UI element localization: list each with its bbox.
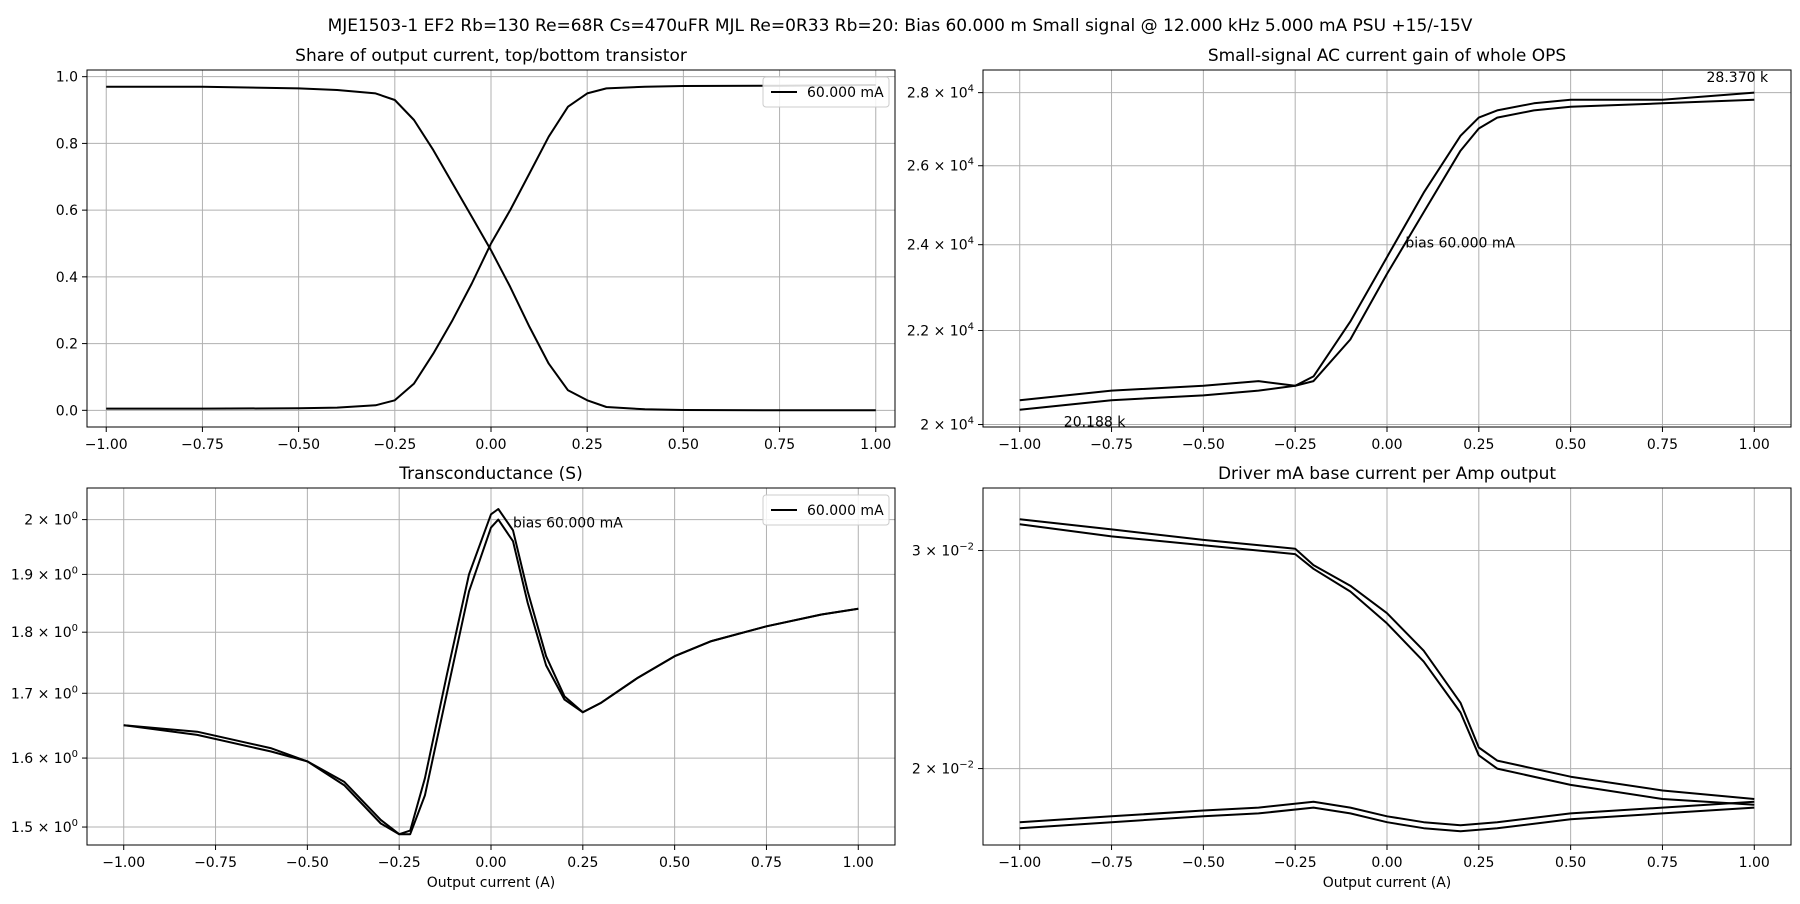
- x-tick-label: 0.00: [1371, 437, 1402, 453]
- x-tick-label: −1.00: [85, 437, 128, 453]
- y-tick-label: 3 × 10−2: [912, 542, 974, 560]
- chart-title: Small-signal AC current gain of whole OP…: [1208, 46, 1566, 66]
- legend: 60.000 mA: [762, 494, 890, 526]
- figure-suptitle: MJE1503-1 EF2 Rb=130 Re=68R Cs=470uFR MJ…: [328, 16, 1473, 36]
- annotation: bias 60.000 mA: [1405, 236, 1515, 252]
- y-tick-label: 0.4: [56, 270, 78, 286]
- x-tick-label: 0.75: [1647, 437, 1678, 453]
- x-tick-label: −1.00: [998, 437, 1041, 453]
- y-tick-label: 0.0: [56, 403, 78, 419]
- x-tick-label: 0.50: [1555, 437, 1586, 453]
- x-tick-label: −1.00: [998, 855, 1041, 871]
- x-tick-label: 0.00: [475, 437, 506, 453]
- x-axis-label: Output current (A): [1323, 875, 1452, 891]
- y-tick-label: 2.2 × 104: [907, 322, 974, 340]
- x-tick-label: 0.75: [1647, 855, 1678, 871]
- annotation: bias 60.000 mA: [513, 515, 623, 531]
- y-tick-label: 0.6: [56, 203, 78, 219]
- x-tick-label: −0.75: [181, 437, 224, 453]
- y-tick-label: 1.5 × 100: [11, 818, 78, 836]
- chart-share: Share of output current, top/bottom tran…: [56, 46, 896, 453]
- x-tick-label: 0.00: [1371, 855, 1402, 871]
- x-tick-label: 1.00: [843, 855, 874, 871]
- x-tick-label: 0.25: [1463, 855, 1494, 871]
- y-tick-label: 2 × 100: [24, 511, 78, 529]
- y-tick-label: 0.2: [56, 337, 78, 353]
- x-tick-label: 0.75: [751, 855, 782, 871]
- legend-box: [762, 494, 890, 526]
- series-line-2: [1019, 98, 1755, 411]
- x-tick-label: 0.50: [1555, 855, 1586, 871]
- x-tick-label: 0.00: [475, 855, 506, 871]
- x-tick-label: 1.00: [1739, 855, 1770, 871]
- x-tick-label: −0.25: [373, 437, 416, 453]
- x-tick-label: −0.50: [1182, 855, 1225, 871]
- chart-driver: Driver mA base current per Amp output −1.…: [912, 464, 1792, 891]
- series-line-2: [1019, 518, 1755, 800]
- x-tick-label: −0.75: [194, 855, 237, 871]
- x-tick-label: 0.25: [572, 437, 603, 453]
- y-tick-label: 1.9 × 100: [11, 565, 78, 583]
- chart-gain: Small-signal AC current gain of whole OP…: [907, 46, 1792, 453]
- y-tick-label: 2.8 × 104: [907, 84, 974, 102]
- series-line-3: [1019, 806, 1755, 833]
- y-tick-label: 0.8: [56, 136, 78, 152]
- x-tick-label: 1.00: [1739, 437, 1770, 453]
- series-line-1: [1019, 523, 1755, 806]
- x-tick-label: 0.50: [668, 437, 699, 453]
- chart-title: Driver mA base current per Amp output: [1218, 464, 1556, 484]
- legend-label: 60.000 mA: [807, 85, 884, 101]
- x-tick-label: −0.75: [1090, 437, 1133, 453]
- x-tick-label: 0.25: [567, 855, 598, 871]
- y-tick-label: 1.8 × 100: [11, 623, 78, 641]
- y-tick-label: 2.6 × 104: [907, 157, 974, 175]
- x-tick-label: −0.50: [1182, 437, 1225, 453]
- x-tick-label: −0.25: [1274, 437, 1317, 453]
- y-tick-label: 1.6 × 100: [11, 749, 78, 767]
- x-axis-label: Output current (A): [427, 875, 556, 891]
- y-tick-label: 1.7 × 100: [11, 684, 78, 702]
- x-tick-label: 0.50: [659, 855, 690, 871]
- y-tick-label: 2.4 × 104: [907, 236, 974, 254]
- series-line-1: [106, 85, 876, 412]
- chart-gm: Transconductance (S) −1.00 −0.75 −0.50 −0.25…: [11, 464, 896, 891]
- x-tick-label: −0.25: [378, 855, 421, 871]
- legend-label: 60.000 mA: [807, 503, 884, 519]
- x-tick-label: 0.75: [764, 437, 795, 453]
- x-tick-label: −0.25: [1274, 855, 1317, 871]
- y-tick-label: 1.0: [56, 70, 78, 86]
- y-tick-label: 2 × 10−2: [912, 760, 974, 778]
- y-tick-label: 2 × 104: [920, 416, 974, 434]
- x-tick-label: −0.50: [286, 855, 329, 871]
- x-tick-label: −1.00: [102, 855, 145, 871]
- x-tick-label: 0.25: [1463, 437, 1494, 453]
- series-line-2: [106, 84, 876, 410]
- series-line-4: [1019, 800, 1755, 827]
- legend: 60.000 mA: [762, 76, 890, 108]
- series-line-1: [1019, 91, 1755, 402]
- x-tick-label: −0.50: [277, 437, 320, 453]
- chart-title: Share of output current, top/bottom tran…: [295, 46, 687, 66]
- annotation: 28.370 k: [1707, 70, 1769, 86]
- legend-box: [762, 76, 890, 108]
- x-tick-label: −0.75: [1090, 855, 1133, 871]
- x-tick-label: 1.00: [860, 437, 891, 453]
- series-line-2: [123, 518, 859, 836]
- chart-title: Transconductance (S): [398, 464, 582, 484]
- annotation: 20.188 k: [1064, 415, 1126, 431]
